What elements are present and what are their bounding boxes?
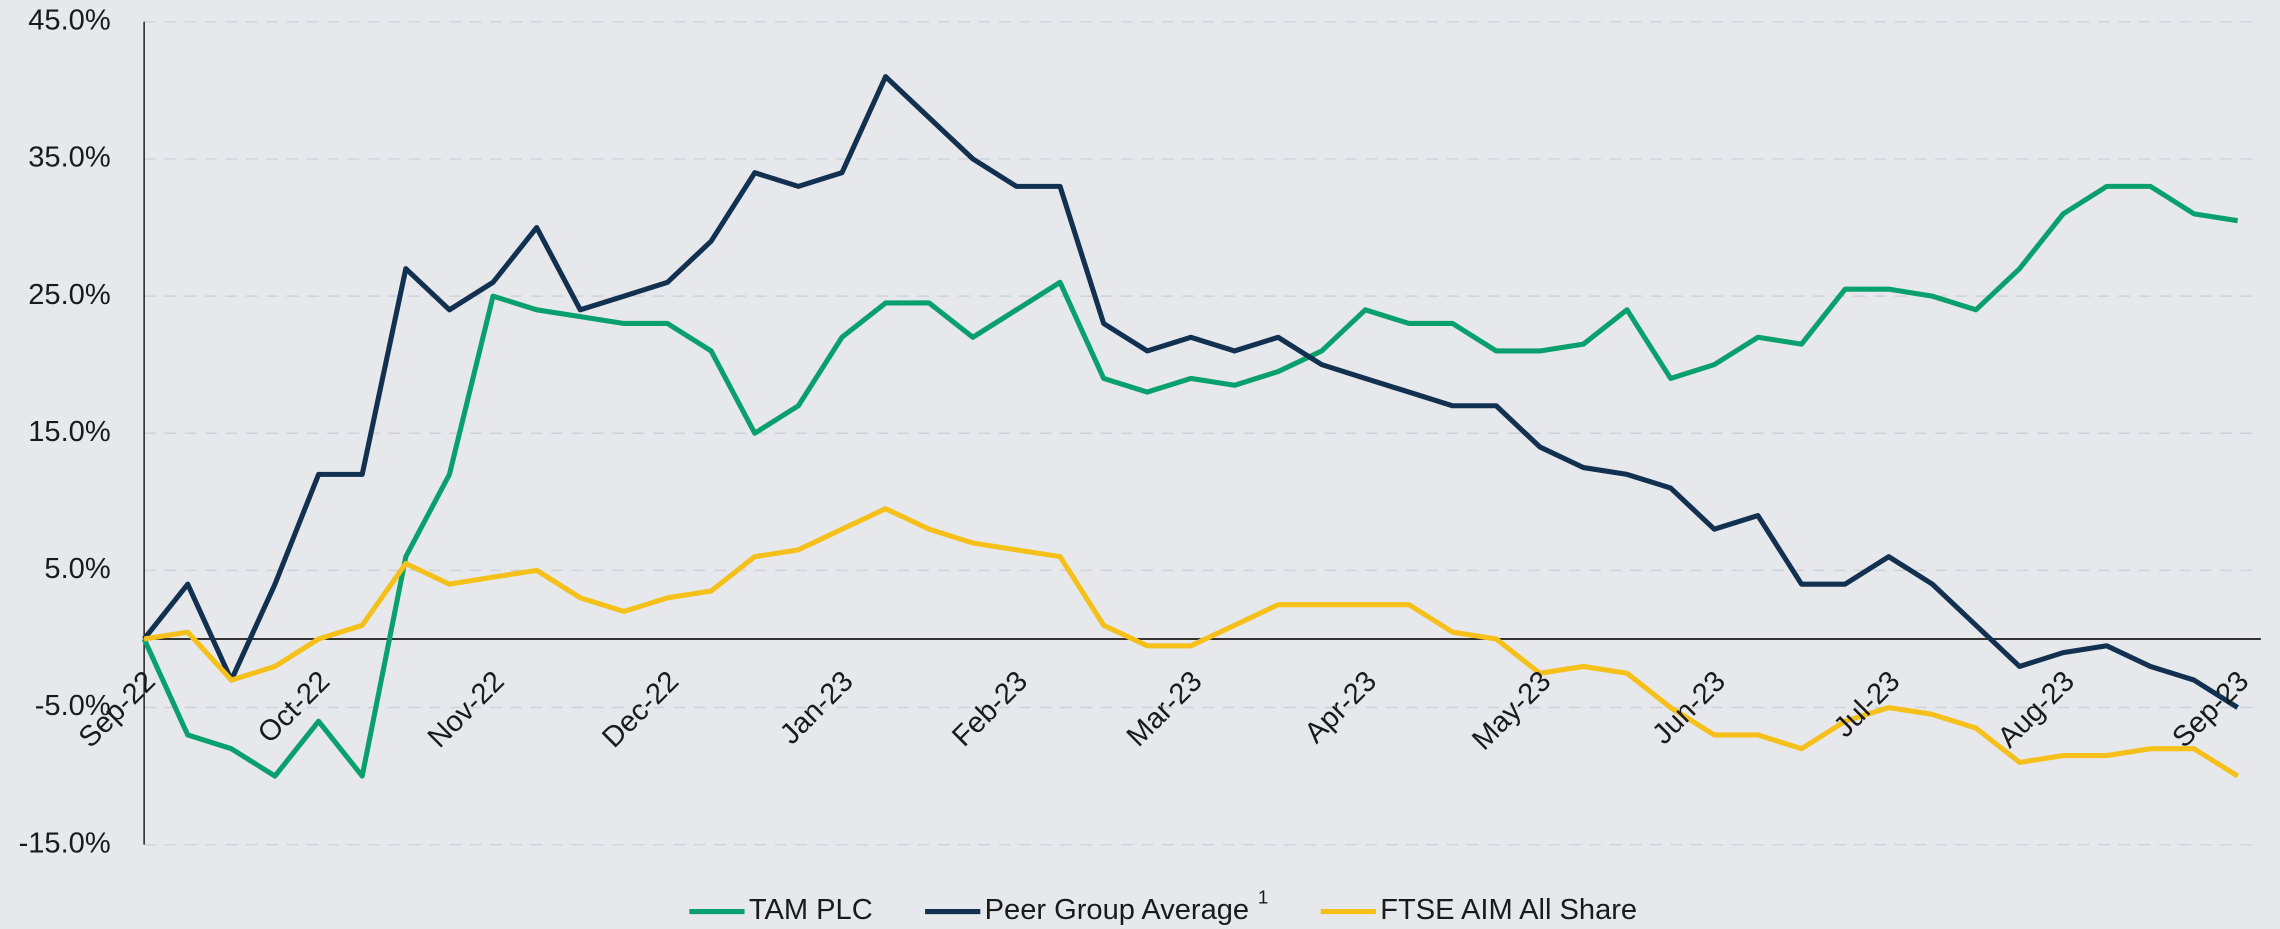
y-tick-label: 45.0% — [28, 4, 110, 36]
y-tick-label: -15.0% — [19, 827, 111, 859]
series-line — [143, 506, 2239, 779]
series-line — [141, 183, 2239, 779]
y-tick-label: 5.0% — [44, 553, 110, 585]
y-tick-label: 35.0% — [28, 142, 110, 174]
legend: TAM PLC Peer Group Average 1 FTSE AIM All S… — [689, 887, 1637, 926]
legend-label: TAM PLC — [749, 894, 873, 926]
legend-label: FTSE AIM All Share — [1380, 894, 1637, 926]
legend-superscript: 1 — [1258, 887, 1269, 908]
y-tick-label: 25.0% — [28, 279, 110, 311]
y-tick-label: -5.0% — [35, 690, 111, 722]
legend-label: Peer Group Average — [985, 894, 1249, 926]
series-line — [142, 74, 2240, 710]
y-tick-label: 15.0% — [28, 416, 110, 448]
